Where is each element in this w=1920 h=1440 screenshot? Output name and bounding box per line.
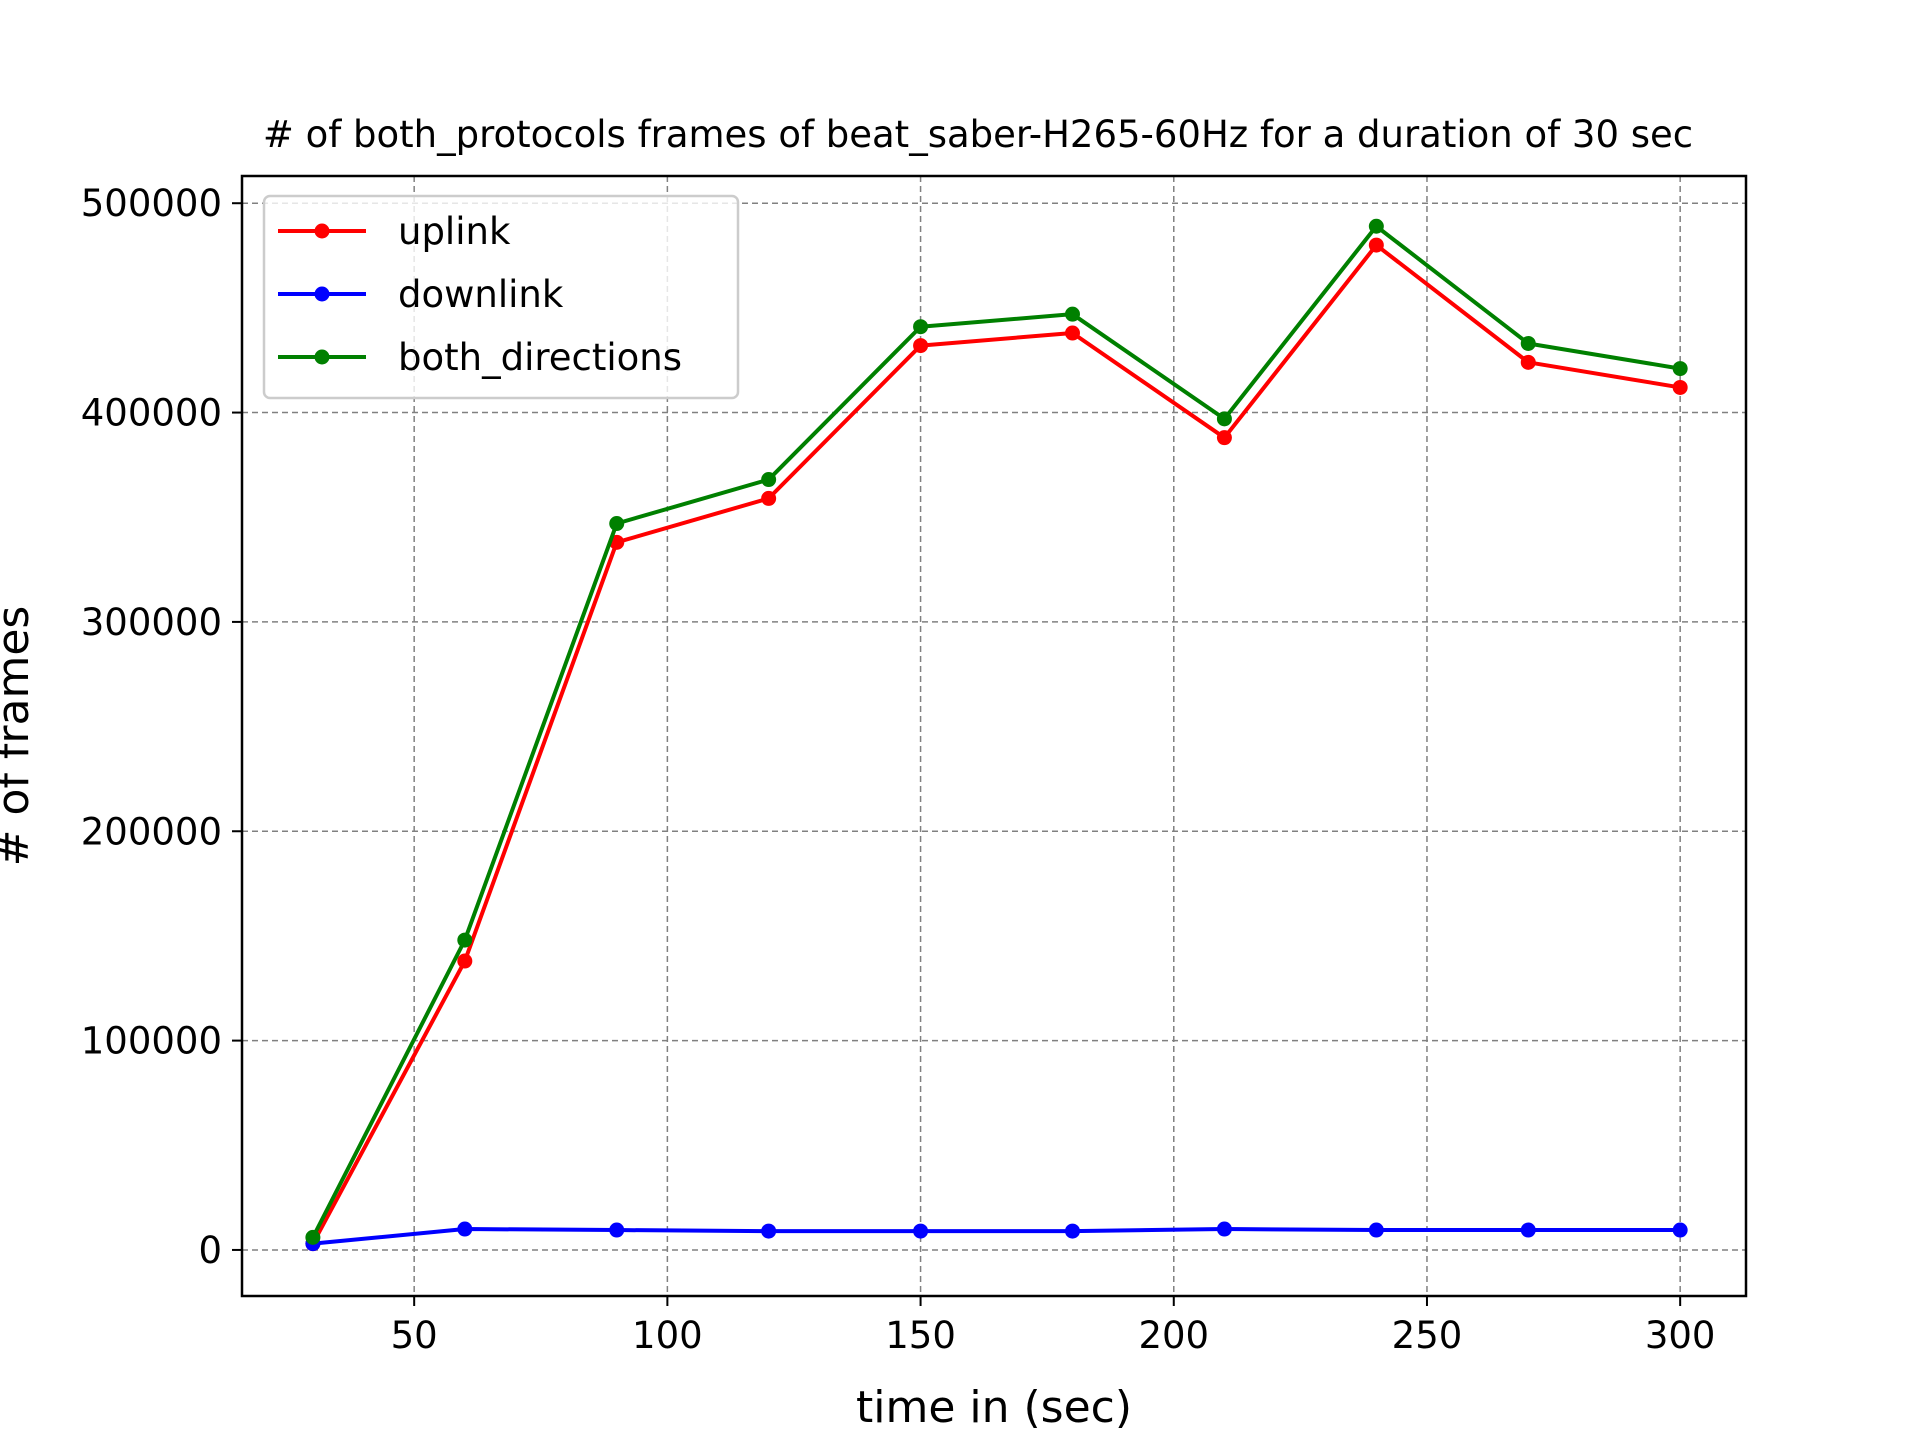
data-point-downlink	[1064, 1223, 1080, 1239]
legend-box	[262, 194, 740, 400]
x-tick-label: 50	[391, 1314, 438, 1357]
legend-swatch-marker	[314, 286, 330, 302]
data-point-uplink	[913, 338, 929, 354]
data-point-downlink	[457, 1221, 473, 1237]
series-layer	[305, 218, 1688, 1252]
chart-title: # of both_protocols frames of beat_saber…	[263, 113, 1693, 156]
series-line-uplink	[311, 243, 1681, 1245]
series-line-both_directions	[311, 224, 1681, 1239]
data-point-both_directions	[1368, 218, 1384, 234]
data-point-uplink	[761, 490, 777, 506]
y-tick-label: 500000	[81, 182, 222, 225]
data-point-uplink	[1520, 354, 1536, 370]
x-tick-label: 100	[632, 1314, 703, 1357]
y-axis-ticks: 0 100000 200000 300000 400000 500000	[81, 182, 242, 1272]
legend-label: downlink	[398, 273, 564, 316]
data-point-both_directions	[457, 932, 473, 948]
legend-label: both_directions	[398, 336, 682, 379]
data-point-uplink	[1672, 379, 1688, 395]
x-tick-label: 250	[1392, 1314, 1463, 1357]
y-tick-label: 100000	[81, 1020, 222, 1063]
y-tick-label: 300000	[81, 601, 222, 644]
data-point-both_directions	[761, 472, 777, 488]
y-tick-label: 0	[198, 1229, 222, 1272]
legend-swatch-marker	[314, 349, 330, 365]
x-tick-label: 150	[885, 1314, 956, 1357]
x-axis-ticks: 50 100 150 200 250 300	[391, 1296, 1716, 1357]
data-point-downlink	[1368, 1222, 1384, 1238]
y-axis-title: # of frames	[0, 606, 39, 867]
legend: uplink downlink both_directions	[262, 194, 740, 400]
data-point-both_directions	[1064, 306, 1080, 322]
data-point-uplink	[1216, 430, 1232, 446]
data-point-downlink	[913, 1223, 929, 1239]
plot-area-frame	[240, 174, 1748, 1298]
x-tick-label: 300	[1645, 1314, 1716, 1357]
series-downlink	[305, 1221, 1688, 1252]
data-point-downlink	[1672, 1222, 1688, 1238]
data-point-both_directions	[913, 319, 929, 335]
data-point-both_directions	[1216, 411, 1232, 427]
y-tick-label: 400000	[81, 392, 222, 435]
y-tick-label: 200000	[81, 810, 222, 853]
legend-entry-uplink: uplink	[278, 210, 511, 253]
x-tick-label: 200	[1138, 1314, 1209, 1357]
legend-entry-both_directions: both_directions	[278, 336, 682, 379]
data-point-downlink	[609, 1222, 625, 1238]
series-both_directions	[305, 218, 1688, 1245]
legend-entry-downlink: downlink	[278, 273, 564, 316]
data-point-both_directions	[1672, 361, 1688, 377]
data-point-both_directions	[1520, 335, 1536, 351]
x-axis-title: time in (sec)	[856, 1382, 1132, 1433]
legend-swatch-marker	[314, 223, 330, 239]
data-point-uplink	[1368, 237, 1384, 253]
data-point-downlink	[1520, 1222, 1536, 1238]
data-point-downlink	[1216, 1221, 1232, 1237]
data-point-uplink	[1064, 325, 1080, 341]
data-point-downlink	[761, 1223, 777, 1239]
grid	[242, 176, 1746, 1296]
data-point-uplink	[457, 953, 473, 969]
data-point-both_directions	[305, 1229, 321, 1245]
data-point-both_directions	[609, 516, 625, 532]
series-line-downlink	[312, 1227, 1681, 1246]
legend-label: uplink	[398, 210, 511, 253]
